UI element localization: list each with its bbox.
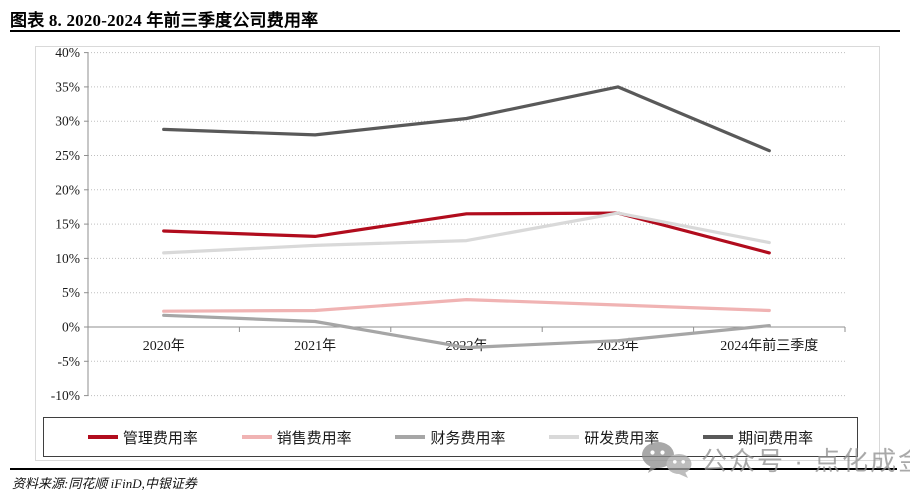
- page-title: 图表 8. 2020-2024 年前三季度公司费用率: [10, 11, 319, 30]
- bottom-divider: [10, 468, 897, 470]
- y-axis-label: 15%: [55, 217, 80, 232]
- legend-line-swatch: [87, 435, 118, 439]
- legend-item: 财务费用率: [395, 427, 505, 448]
- source-note: 资料来源:同花顺 iFinD,中银证券: [12, 476, 197, 491]
- y-axis-label: 25%: [55, 148, 80, 163]
- expense-ratio-line-chart: 40% 35% 30% 25% 20% 15% 10% 5% 0% -5% -10% 2020年 202…: [51, 47, 846, 403]
- legend-label: 研发费用率: [584, 430, 660, 447]
- series-line-财务费用率: [162, 313, 771, 350]
- y-axis-label: 10%: [55, 251, 80, 266]
- legend-line-swatch: [703, 435, 734, 439]
- title-divider: [10, 30, 900, 32]
- legend-label: 销售费用率: [276, 430, 352, 447]
- x-axis-label: 2024年前三季度: [720, 337, 818, 354]
- legend-label: 期间费用率: [738, 430, 814, 447]
- series-line-销售费用率: [162, 298, 771, 313]
- chart-frame: 40% 35% 30% 25% 20% 15% 10% 5% 0% -5% -10% 2020年 202…: [35, 46, 880, 461]
- x-axis-label: 2021年: [294, 338, 336, 354]
- legend-line-swatch: [241, 435, 272, 439]
- series-line-管理费用率: [162, 211, 771, 255]
- y-axis-label: 40%: [55, 47, 80, 60]
- legend-item: 管理费用率: [87, 427, 198, 448]
- legend-item: 研发费用率: [549, 427, 659, 448]
- legend-item: 期间费用率: [703, 427, 813, 448]
- legend-line-swatch: [395, 435, 426, 439]
- legend-item: 销售费用率: [241, 427, 352, 448]
- legend-label: 管理费用率: [122, 430, 198, 447]
- series-line-期间费用率: [162, 85, 771, 153]
- legend-label: 财务费用率: [430, 430, 506, 447]
- y-axis-label: 20%: [55, 182, 80, 197]
- y-axis-label: 30%: [55, 114, 80, 129]
- x-axis-label: 2020年: [143, 338, 185, 354]
- y-axis-label: 35%: [55, 79, 80, 94]
- legend-line-swatch: [549, 435, 580, 439]
- series-line-研发费用率: [162, 211, 771, 255]
- y-axis-label: -5%: [58, 354, 81, 369]
- y-axis-label: -10%: [51, 388, 80, 403]
- y-axis-label: 0%: [62, 320, 80, 335]
- y-axis-label: 5%: [62, 285, 80, 300]
- chart-legend: 管理费用率 销售费用率 财务费用率 研发费用率 期间费用率: [43, 417, 858, 457]
